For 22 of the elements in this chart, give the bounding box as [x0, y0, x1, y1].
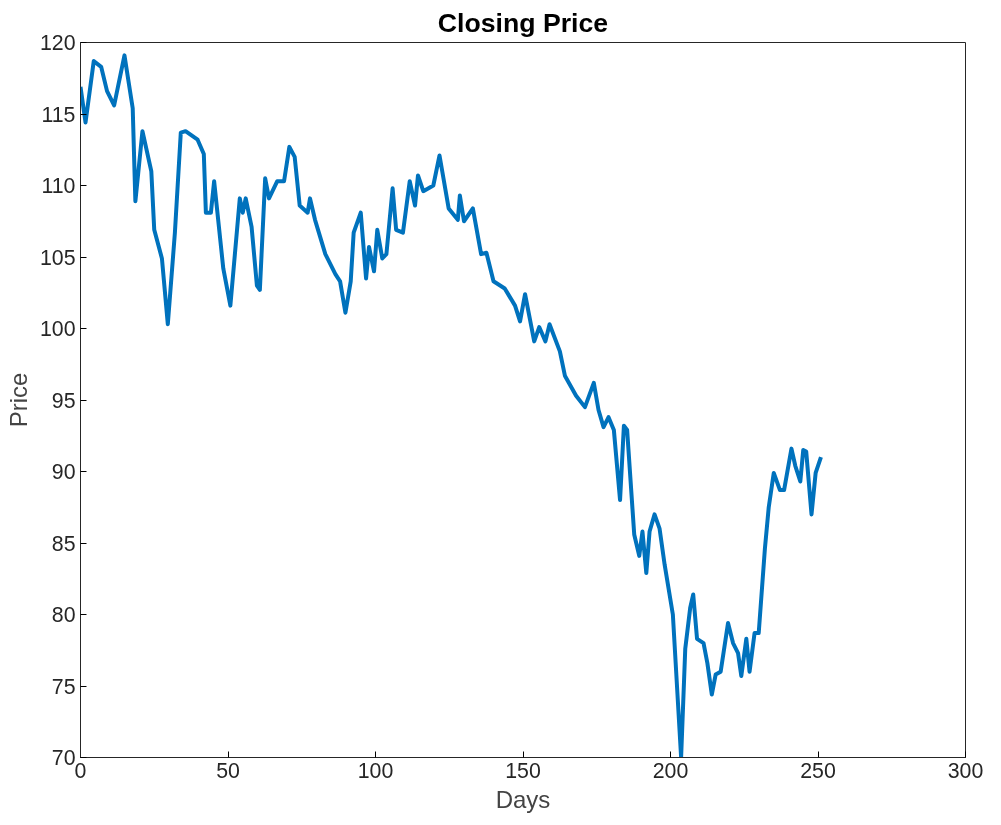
y-tick-label: 70 — [51, 746, 76, 770]
y-tick-label: 95 — [51, 388, 76, 413]
line-series — [80, 53, 823, 758]
y-tick-label: 80 — [51, 603, 76, 627]
y-axis-title: Price — [4, 372, 32, 428]
y-tick-label: 85 — [51, 531, 76, 556]
x-tick-label: 300 — [947, 758, 984, 783]
x-tick-label: 0 — [74, 758, 87, 783]
y-tick-label: 115 — [41, 102, 76, 127]
y-tick-label: 90 — [51, 460, 76, 484]
x-tick-label: 200 — [652, 758, 689, 783]
y-tick-label: 105 — [39, 245, 76, 270]
y-tick-label: 100 — [39, 317, 76, 341]
y-tick-label: 120 — [39, 31, 76, 55]
x-tick-label: 150 — [505, 758, 541, 783]
y-tick-label: 110 — [41, 174, 76, 198]
x-tick-label: 100 — [357, 758, 394, 783]
chart-title: Closing Price — [437, 7, 609, 38]
y-tick-label: 75 — [51, 674, 76, 699]
x-axis-title: Days — [495, 785, 551, 813]
x-tick-label: 50 — [216, 758, 240, 783]
x-tick-label: 250 — [800, 758, 836, 783]
